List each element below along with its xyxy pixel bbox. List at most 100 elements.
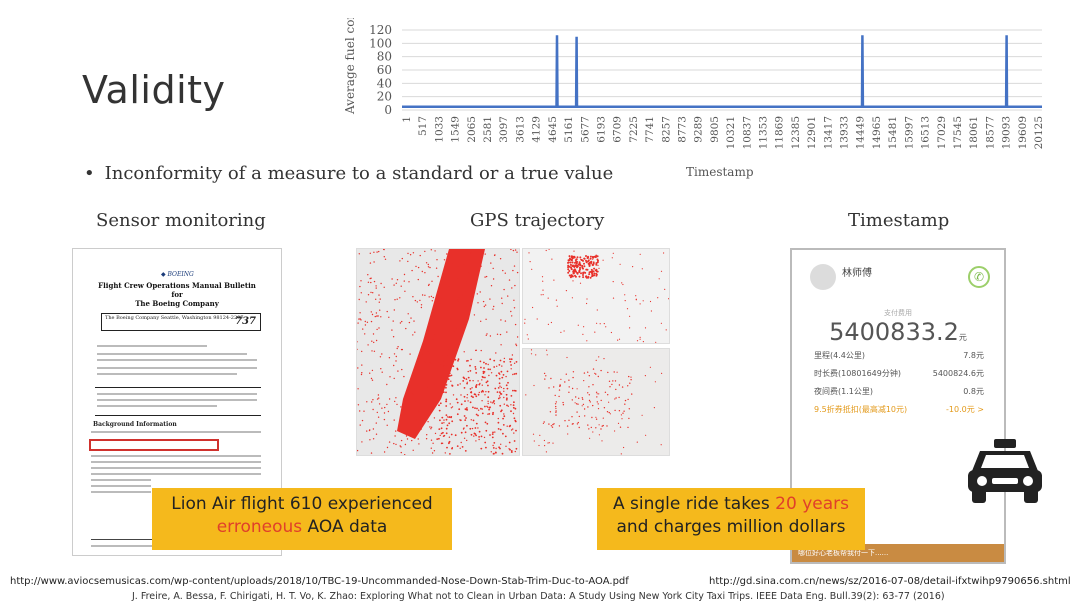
- gps-point: [596, 309, 598, 311]
- gps-point: [555, 405, 557, 408]
- gps-point: [489, 335, 492, 337]
- gps-point: [649, 366, 651, 368]
- gps-point: [481, 408, 483, 410]
- gps-point: [395, 355, 397, 358]
- gps-point: [392, 320, 394, 322]
- gps-point: [403, 280, 405, 282]
- gps-point: [469, 364, 471, 367]
- gps-point: [602, 259, 604, 261]
- text-line: [91, 467, 261, 469]
- gps-point: [629, 315, 631, 317]
- gps-point: [372, 408, 374, 411]
- gps-point: [358, 253, 360, 255]
- gps-point: [575, 396, 577, 398]
- gps-point: [492, 413, 494, 416]
- gps-point: [497, 428, 500, 430]
- gps-point: [456, 268, 459, 271]
- gps-point: [513, 307, 516, 309]
- gps-point: [588, 399, 591, 402]
- gps-point: [644, 327, 647, 329]
- gps-point: [615, 388, 617, 391]
- source-url-right[interactable]: http://gd.sina.com.cn/news/sz/2016-07-08…: [709, 576, 1071, 587]
- gps-point: [587, 276, 590, 279]
- gps-point: [499, 404, 502, 407]
- gps-point: [396, 298, 398, 300]
- gps-point: [495, 374, 498, 377]
- gps-point: [357, 341, 358, 343]
- gps-point: [465, 408, 468, 411]
- gps-point: [513, 299, 515, 301]
- gps-point: [512, 404, 515, 406]
- gps-point: [493, 305, 495, 308]
- gps-point: [498, 377, 501, 380]
- source-url-left[interactable]: http://www.aviocsemusicas.com/wp-content…: [10, 576, 629, 587]
- gps-point: [500, 370, 503, 373]
- gps-point: [380, 368, 382, 370]
- gps-point: [623, 446, 625, 449]
- gps-point: [450, 380, 452, 382]
- gps-point: [432, 358, 435, 360]
- gps-point: [393, 442, 395, 445]
- gps-point: [388, 398, 391, 400]
- gps-point: [481, 400, 483, 402]
- gps-point: [458, 330, 461, 332]
- gps-point: [456, 401, 459, 404]
- gps-point: [515, 372, 518, 375]
- gps-point: [358, 318, 360, 320]
- gps-point: [498, 382, 501, 385]
- x-tick-label: 10321: [725, 116, 737, 149]
- gps-point: [489, 434, 491, 436]
- gps-point: [545, 451, 547, 453]
- gps-point: [412, 378, 414, 380]
- gps-point: [377, 416, 380, 418]
- gps-point: [506, 425, 508, 427]
- gps-point: [596, 255, 599, 258]
- callout-text: A single ride takes: [612, 494, 776, 514]
- gps-points-region: [524, 249, 669, 343]
- gps-point: [618, 338, 621, 340]
- gps-point: [366, 430, 368, 432]
- gps-point: [581, 265, 584, 267]
- gps-point: [438, 333, 441, 335]
- gps-point: [489, 406, 491, 409]
- x-tick-label: 19609: [1017, 116, 1029, 149]
- gps-point: [474, 270, 476, 273]
- gps-point: [394, 299, 396, 301]
- gps-point: [360, 280, 362, 282]
- gps-point: [431, 280, 433, 282]
- gps-point: [586, 340, 588, 342]
- gps-point: [473, 314, 476, 316]
- gps-point: [431, 300, 433, 302]
- gps-point: [412, 296, 414, 298]
- gps-point: [553, 423, 555, 425]
- gps-point: [501, 376, 504, 379]
- gps-point: [445, 414, 448, 416]
- gps-point: [565, 373, 567, 375]
- doc-title-line: The Boeing Company: [135, 299, 219, 308]
- coupon-row[interactable]: 9.5折券抵扣(最高减10元) -10.0元 >: [814, 404, 984, 415]
- gps-point: [582, 403, 585, 406]
- gps-point: [484, 304, 487, 306]
- gps-point: [465, 306, 467, 308]
- gps-point: [515, 344, 518, 347]
- gps-point: [454, 331, 456, 333]
- gps-point: [591, 271, 593, 274]
- gps-point: [375, 312, 378, 314]
- gps-point: [571, 297, 573, 299]
- gps-point: [458, 278, 461, 280]
- gps-point: [412, 334, 414, 336]
- gps-point: [661, 372, 663, 374]
- gps-point: [436, 376, 439, 379]
- gps-point: [513, 362, 516, 364]
- gps-point: [515, 361, 518, 363]
- gps-point: [543, 439, 545, 442]
- gps-point: [386, 383, 388, 386]
- gps-point: [501, 452, 504, 455]
- gps-point: [434, 432, 437, 435]
- phone-call-icon[interactable]: ✆: [968, 266, 990, 288]
- gps-point: [600, 428, 602, 430]
- gps-point: [509, 448, 511, 451]
- gps-point: [360, 373, 363, 376]
- gps-point: [487, 400, 489, 402]
- gps-point: [383, 412, 386, 414]
